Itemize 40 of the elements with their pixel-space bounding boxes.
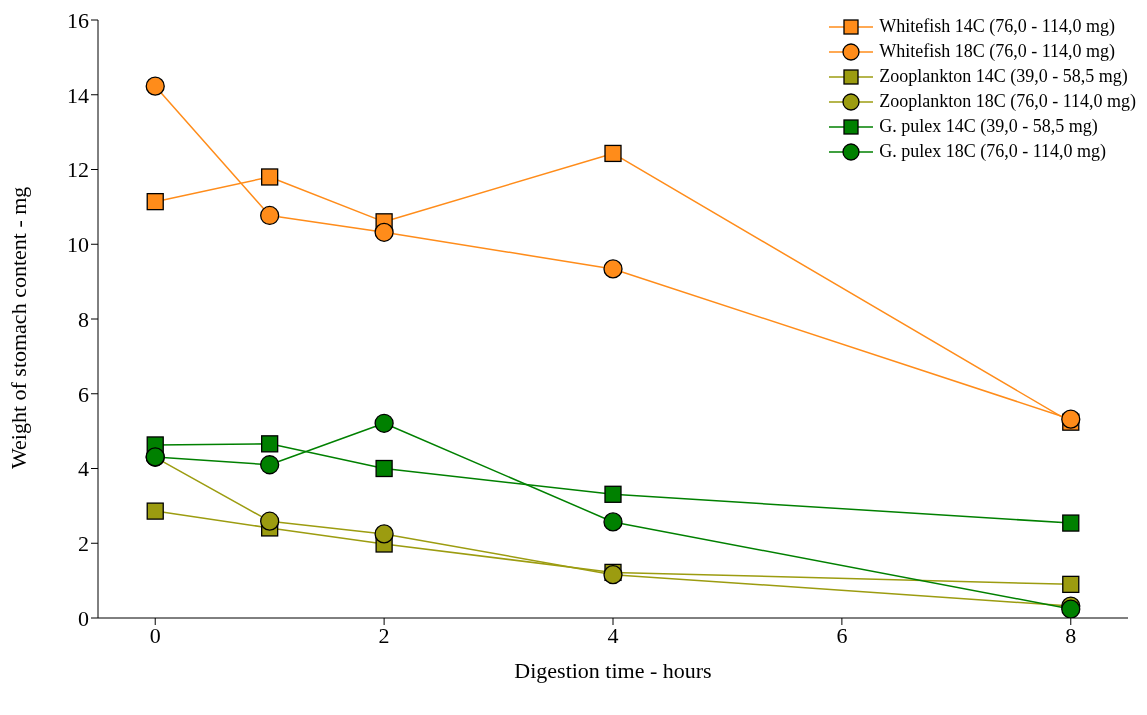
x-tick-label: 2 <box>378 622 390 648</box>
x-tick-label: 8 <box>1065 622 1077 648</box>
point <box>260 205 280 226</box>
legend-label: G. pulex 18C (76,0 - 114,0 mg) <box>879 141 1106 162</box>
point <box>146 502 164 520</box>
y-tick-label: 2 <box>78 531 89 557</box>
legend-label: Whitefish 14C (76,0 - 114,0 mg) <box>879 16 1115 37</box>
y-tick-label: 0 <box>78 605 89 631</box>
point <box>260 511 280 531</box>
legend-label: G. pulex 14C (39,0 - 58,5 mg) <box>879 116 1098 137</box>
y-tick-label: 16 <box>67 7 89 33</box>
point <box>603 512 623 532</box>
point <box>145 76 165 96</box>
y-tick-label: 10 <box>67 232 89 258</box>
y-tick-label: 12 <box>67 157 89 183</box>
x-axis-title: Digestion time - hours <box>514 658 712 683</box>
point <box>374 413 394 433</box>
point <box>261 168 279 186</box>
x-tick-label: 0 <box>149 622 161 648</box>
legend-label: Whitefish 18C (76,0 - 114,0 mg) <box>879 41 1115 62</box>
point <box>375 459 393 478</box>
y-tick-label: 4 <box>78 456 89 482</box>
point <box>603 259 623 279</box>
x-tick-label: 6 <box>836 622 848 648</box>
x-tick-label: 4 <box>607 622 619 648</box>
point <box>604 144 622 163</box>
legend-label: Zooplankton 14C (39,0 - 58,5 mg) <box>879 66 1128 87</box>
point <box>146 192 164 211</box>
y-tick-label: 6 <box>78 381 89 407</box>
point <box>604 485 622 503</box>
y-tick-label: 8 <box>78 306 89 332</box>
point <box>1062 514 1080 532</box>
y-tick-label: 14 <box>67 82 89 108</box>
point <box>374 524 394 544</box>
y-axis-title: Weight of stomach content - mg <box>5 186 31 469</box>
point <box>260 455 280 475</box>
point <box>261 435 279 453</box>
point <box>1062 575 1080 594</box>
legend-label: Zooplankton 18C (76,0 - 114,0 mg) <box>879 91 1136 112</box>
point <box>374 222 394 242</box>
